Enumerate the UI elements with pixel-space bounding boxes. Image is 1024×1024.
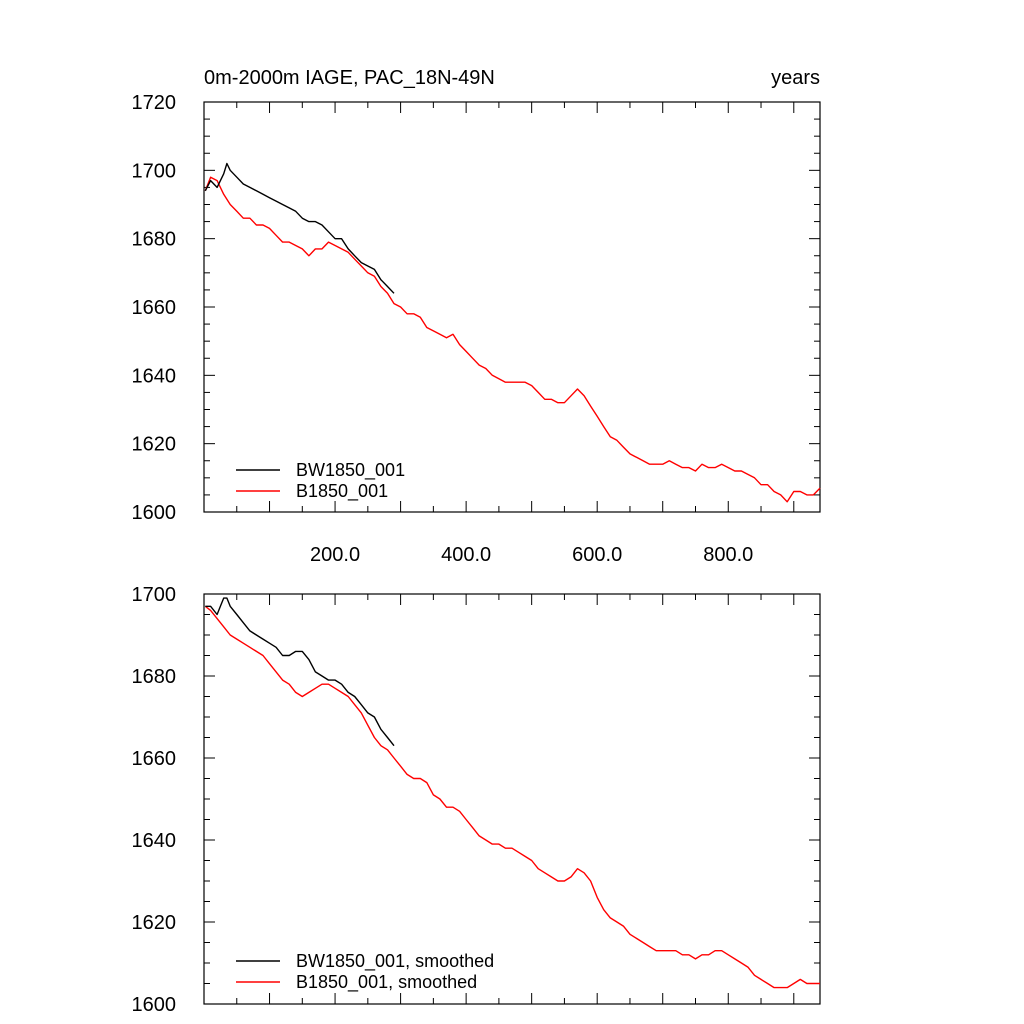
top-series-bw1850-001	[204, 162, 395, 294]
bottom-y-tick-label: 1660	[132, 748, 177, 770]
bottom-legend: BW1850_001, smoothed B1850_001, smoothed	[236, 951, 494, 993]
bottom-ticks	[204, 593, 820, 1005]
bottom-series-bw1850-001-smoothed	[205, 597, 395, 747]
top-y-tick-labels: 1600 1620 1640 1660 1680 1700 1720	[132, 92, 177, 524]
top-chart: 0m-2000m IAGE, PAC_18N-49N years 200.0 40…	[132, 67, 821, 566]
bottom-y-tick-label: 1640	[132, 830, 177, 852]
legend-label-bw1850: BW1850_001	[296, 460, 405, 481]
top-series-group	[204, 162, 821, 503]
top-y-tick-label: 1600	[132, 502, 177, 524]
top-y-tick-label: 1660	[132, 297, 177, 319]
units-label: years	[771, 67, 820, 89]
top-legend: BW1850_001 B1850_001	[236, 460, 405, 502]
bottom-y-tick-label: 1700	[132, 584, 177, 606]
top-y-tick-label: 1720	[132, 92, 177, 114]
bottom-series-b1850-001-smoothed	[204, 605, 820, 989]
top-y-tick-label: 1620	[132, 434, 177, 456]
bottom-y-tick-label: 1600	[132, 994, 177, 1016]
bottom-y-tick-labels: 1600 1620 1640 1660 1680 1700	[132, 584, 177, 1016]
top-y-tick-label: 1680	[132, 229, 177, 251]
top-x-tick-label: 800.0	[703, 544, 753, 566]
top-y-tick-label: 1640	[132, 365, 177, 387]
bottom-y-tick-label: 1620	[132, 912, 177, 934]
top-x-tick-label: 400.0	[441, 544, 491, 566]
top-series-b1850-001	[204, 176, 821, 503]
bottom-plot-frame	[203, 593, 821, 1005]
chart-title: 0m-2000m IAGE, PAC_18N-49N	[204, 67, 495, 89]
top-y-tick-label: 1700	[132, 160, 177, 182]
bottom-y-tick-label: 1680	[132, 666, 177, 688]
top-x-tick-label: 600.0	[572, 544, 622, 566]
legend-label-b1850-smoothed: B1850_001, smoothed	[296, 972, 477, 993]
top-x-tick-labels: 200.0 400.0 600.0 800.0	[310, 544, 753, 566]
top-x-tick-label: 200.0	[310, 544, 360, 566]
top-plot-frame	[203, 101, 821, 513]
legend-label-bw1850-smoothed: BW1850_001, smoothed	[296, 951, 494, 972]
bottom-series-group	[204, 597, 820, 989]
top-ticks	[204, 101, 820, 513]
legend-label-b1850: B1850_001	[296, 481, 388, 502]
bottom-chart: 1600 1620 1640 1660 1680 1700 BW1850_001, smo…	[132, 584, 821, 1016]
